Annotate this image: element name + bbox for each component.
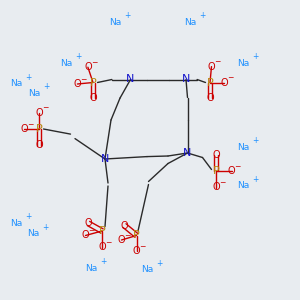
Text: P: P xyxy=(99,226,105,236)
Text: O: O xyxy=(118,235,125,245)
Text: +: + xyxy=(25,212,32,221)
Text: −: − xyxy=(105,238,111,247)
Text: O: O xyxy=(208,61,215,72)
Text: O: O xyxy=(82,230,89,241)
Text: −: − xyxy=(80,75,87,84)
Text: +: + xyxy=(252,136,258,145)
Text: N: N xyxy=(101,154,109,164)
Text: O: O xyxy=(85,218,92,229)
Text: −: − xyxy=(42,103,48,112)
Text: −: − xyxy=(88,226,95,235)
Text: O: O xyxy=(121,220,128,231)
Text: −: − xyxy=(139,242,146,251)
Text: +: + xyxy=(43,82,50,91)
Text: +: + xyxy=(25,73,32,82)
Text: Na: Na xyxy=(237,182,249,190)
Text: Na: Na xyxy=(27,230,39,238)
Text: −: − xyxy=(124,231,131,240)
Text: −: − xyxy=(214,57,221,66)
Text: N: N xyxy=(183,148,192,158)
Text: O: O xyxy=(35,107,43,118)
Text: Na: Na xyxy=(11,219,22,228)
Text: P: P xyxy=(133,230,140,241)
Text: O: O xyxy=(35,140,43,151)
Text: +: + xyxy=(199,11,206,20)
Text: O: O xyxy=(212,149,220,160)
Text: P: P xyxy=(36,124,42,134)
Text: O: O xyxy=(84,62,92,72)
Text: −: − xyxy=(227,73,234,82)
Text: O: O xyxy=(228,166,236,176)
Text: N: N xyxy=(182,74,190,85)
Text: P: P xyxy=(213,166,219,176)
Text: −: − xyxy=(234,162,241,171)
Text: +: + xyxy=(156,259,162,268)
Text: −: − xyxy=(27,120,33,129)
Text: Na: Na xyxy=(237,58,249,68)
Text: +: + xyxy=(100,257,107,266)
Text: +: + xyxy=(42,223,48,232)
Text: Na: Na xyxy=(184,18,196,27)
Text: Na: Na xyxy=(11,80,22,88)
Text: N: N xyxy=(126,74,135,85)
Text: Na: Na xyxy=(141,266,153,274)
Text: O: O xyxy=(212,182,220,193)
Text: −: − xyxy=(219,178,225,187)
Text: O: O xyxy=(98,242,106,253)
Text: Na: Na xyxy=(237,142,249,152)
Text: Na: Na xyxy=(28,88,40,98)
Text: +: + xyxy=(75,52,81,61)
Text: +: + xyxy=(124,11,131,20)
Text: O: O xyxy=(133,246,140,256)
Text: Na: Na xyxy=(60,58,72,68)
Text: P: P xyxy=(90,77,96,88)
Text: Na: Na xyxy=(85,264,98,273)
Text: O: O xyxy=(74,79,81,89)
Text: O: O xyxy=(206,93,214,103)
Text: O: O xyxy=(220,77,228,88)
Text: O: O xyxy=(89,93,97,103)
Text: +: + xyxy=(252,175,258,184)
Text: Na: Na xyxy=(110,18,122,27)
Text: −: − xyxy=(91,58,97,67)
Text: P: P xyxy=(207,77,213,88)
Text: +: + xyxy=(252,52,258,61)
Text: O: O xyxy=(20,124,28,134)
